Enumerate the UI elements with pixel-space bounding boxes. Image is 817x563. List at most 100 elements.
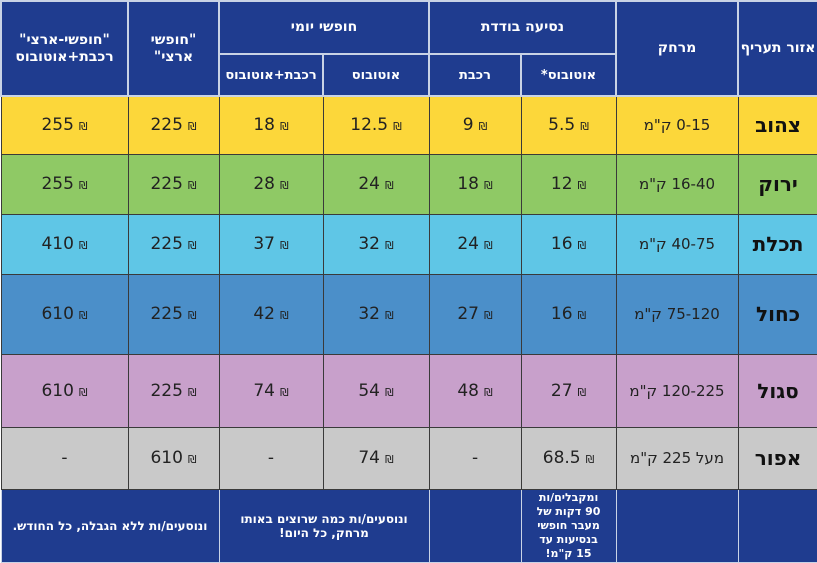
footer-empty [615,488,739,563]
price-value: 42 [253,304,275,325]
price-value: 18 [457,174,479,195]
price-value: 610 [150,448,183,469]
shekel-icon: ₪ [280,120,289,134]
price-value: 74 [253,380,275,401]
price-single-rail: 24 ₪ [428,213,522,275]
price-value: 410 [41,234,74,255]
price-national-rail-bus: 410 ₪ [0,213,129,275]
shekel-icon: ₪ [187,239,197,253]
header-national: "חופשי ארצי" [127,0,220,98]
zone-distance: 75-120 ק"מ [615,273,739,355]
fare-row: אפור מעל 225 ק"מ 68.5 ₪ - 74 ₪ - 610 ₪ - [0,426,817,490]
price-national: 610 ₪ [127,426,220,490]
shekel-icon: ₪ [577,239,587,253]
price-value: 225 [150,115,183,136]
price-value: 16 [550,234,573,255]
header-daily: חופשי יומי [218,0,430,56]
shekel-icon: ₪ [478,120,488,134]
shekel-icon: ₪ [385,179,394,193]
shekel-icon: ₪ [187,120,197,134]
shekel-icon: ₪ [484,309,493,323]
price-single-rail: 9 ₪ [428,95,522,155]
price-value: 24 [457,234,479,255]
fare-row: צהוב 0-15 ק"מ 5.5 ₪ 9 ₪ 12.5 ₪ 18 ₪ 225 ₪ 255 ₪ [0,95,817,155]
shekel-icon: ₪ [484,385,493,399]
price-value: - [61,448,68,469]
price-value: 16 [550,304,573,325]
price-value: 610 [41,380,74,401]
zone-name: כחול [737,273,817,355]
price-daily-bus: 24 ₪ [322,153,430,215]
footer-daily-note: ונוסעים/ות כמה שרוצים באותו מרחק, כל היו… [218,488,430,563]
zone-distance: מעל 225 ק"מ [615,426,739,490]
price-single-bus: 12 ₪ [520,153,617,215]
price-national-rail-bus: - [0,426,129,490]
price-value: 225 [150,234,183,255]
price-daily-bus: 32 ₪ [322,273,430,355]
zone-distance: 40-75 ק"מ [615,213,739,275]
shekel-icon: ₪ [187,179,197,193]
price-single-bus: 16 ₪ [520,213,617,275]
price-daily-bus: 32 ₪ [322,213,430,275]
shekel-icon: ₪ [385,385,394,399]
price-single-rail: 27 ₪ [428,273,522,355]
price-value: 32 [358,304,380,325]
zone-name: ירוק [737,153,817,215]
price-daily-rail-bus: 42 ₪ [218,273,324,355]
price-national-rail-bus: 255 ₪ [0,153,129,215]
footer-empty [428,488,522,563]
fare-row: סגול 120-225 ק"מ 27 ₪ 48 ₪ 54 ₪ 74 ₪ 225 ₪ 610 ₪ [0,353,817,428]
price-single-rail: 18 ₪ [428,153,522,215]
price-value: 54 [358,380,380,401]
price-value: 225 [150,380,183,401]
header-daily-rail-bus: רכבת+אוטובוס [218,53,324,98]
zone-name: סגול [737,353,817,428]
header-single-bus: אוטובוס* [520,53,618,98]
price-value: 48 [457,380,479,401]
price-value: 68.5 [542,448,581,469]
price-daily-rail-bus: 74 ₪ [218,353,324,428]
price-single-bus: 27 ₪ [520,353,617,428]
zone-distance: 0-15 ק"מ [615,95,739,155]
shekel-icon: ₪ [484,239,493,253]
header-single-rail: רכבת [427,53,523,98]
shekel-icon: ₪ [280,385,289,399]
footer-empty [737,488,817,563]
header-national-rail-bus: "חופשי-ארצי" רכבת+אוטובוס [0,0,129,98]
shekel-icon: ₪ [187,453,197,467]
price-value: 225 [150,174,183,195]
shekel-icon: ₪ [78,385,88,399]
header-single-ride: נסיעה בודדת [427,0,618,56]
shekel-icon: ₪ [78,239,88,253]
price-single-bus: 5.5 ₪ [520,95,617,155]
price-national: 225 ₪ [127,153,220,215]
shekel-icon: ₪ [385,309,394,323]
shekel-icon: ₪ [187,385,197,399]
price-national-rail-bus: 610 ₪ [0,273,129,355]
price-daily-rail-bus: 37 ₪ [218,213,324,275]
price-single-bus: 68.5 ₪ [520,426,617,490]
price-value: 37 [253,234,275,255]
shekel-icon: ₪ [580,120,589,134]
header-zone: אזור תעריף [737,0,817,98]
shekel-icon: ₪ [187,309,197,323]
price-value: 32 [358,234,380,255]
price-single-rail: - [428,426,522,490]
price-single-bus: 16 ₪ [520,273,617,355]
price-value: 27 [550,380,573,401]
shekel-icon: ₪ [78,120,88,134]
shekel-icon: ₪ [585,453,595,467]
shekel-icon: ₪ [280,239,289,253]
price-single-rail: 48 ₪ [428,353,522,428]
price-value: 12.5 [350,115,389,136]
price-value: 5.5 [548,115,576,136]
price-value: 12 [550,174,573,195]
price-value: - [267,448,275,469]
price-value: 9 [462,115,474,136]
shekel-icon: ₪ [577,309,587,323]
shekel-icon: ₪ [484,179,493,193]
shekel-icon: ₪ [393,120,402,134]
zone-name: אפור [737,426,817,490]
zone-distance: 120-225 ק"מ [615,353,739,428]
